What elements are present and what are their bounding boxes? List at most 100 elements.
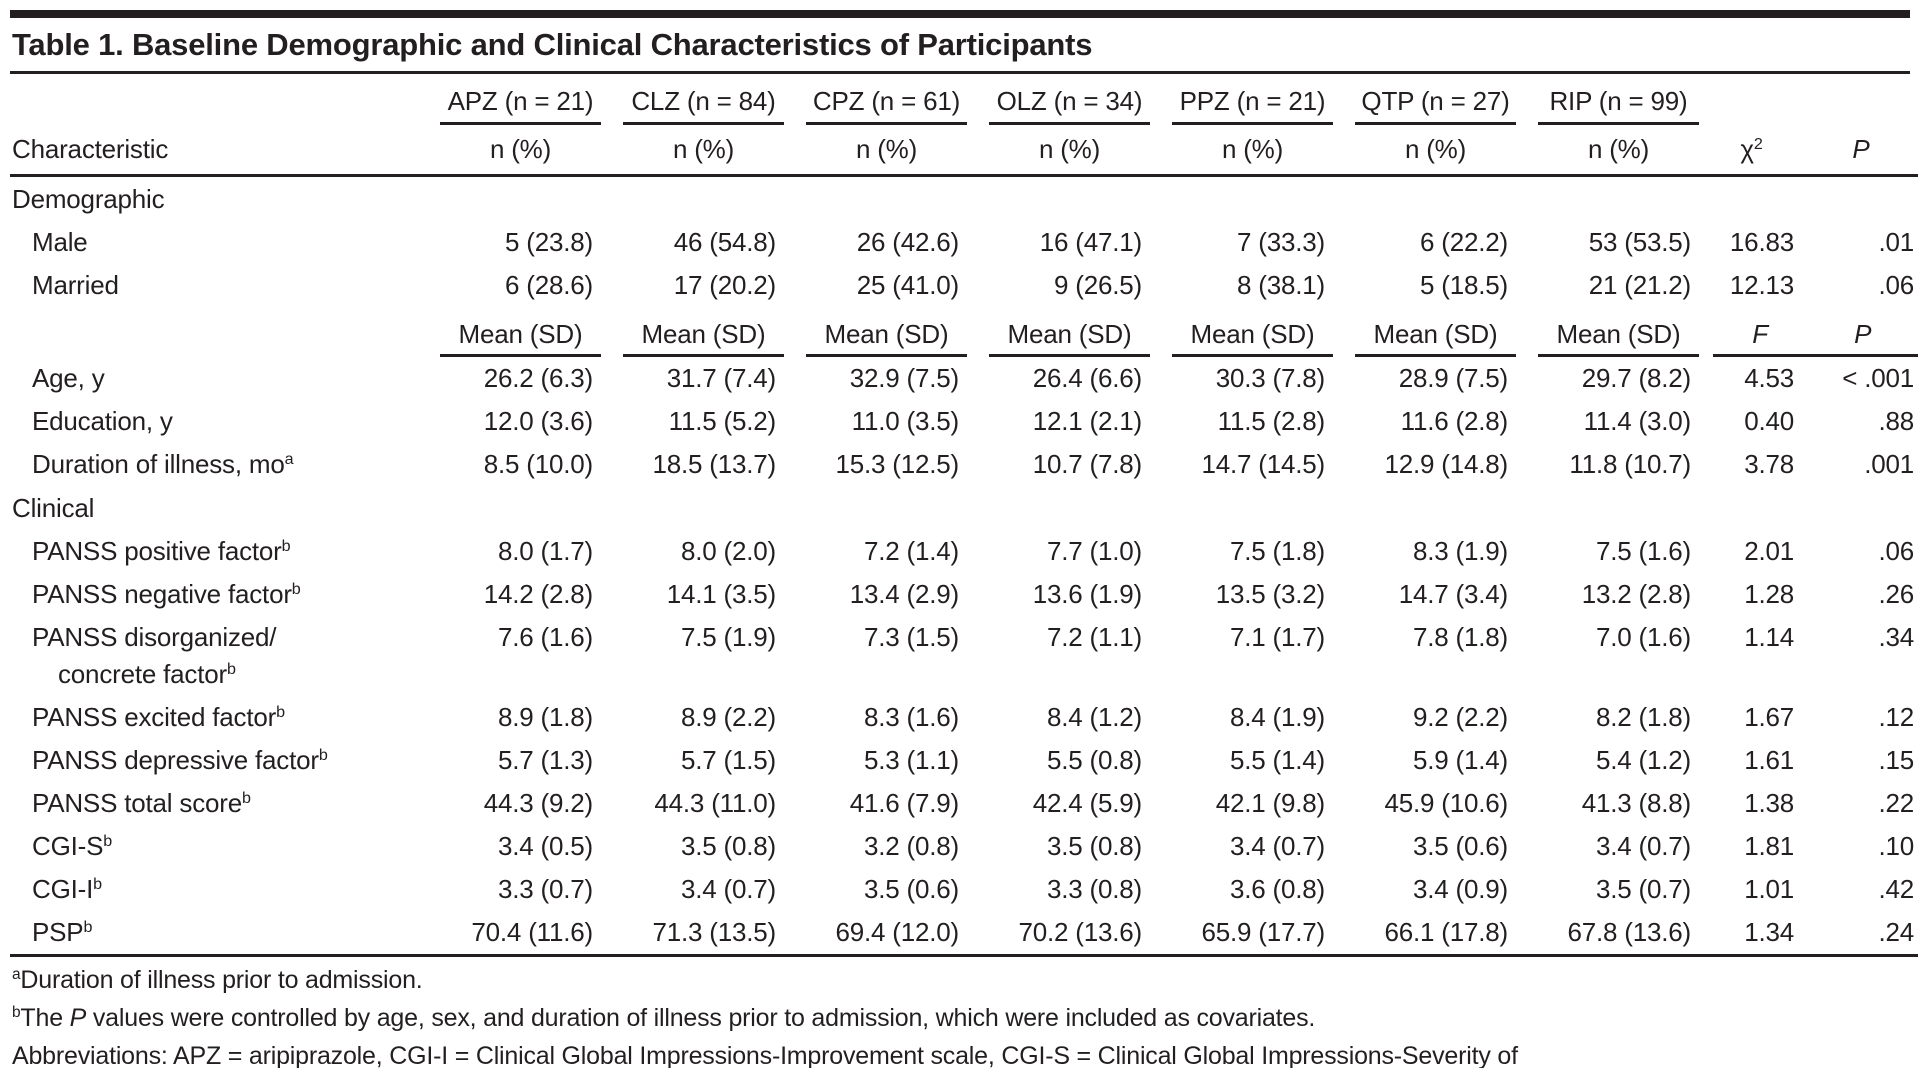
value-cell: 3.5 (0.8) [680, 831, 776, 861]
value-cell: 26 (42.6) [856, 227, 959, 257]
value-cell: 11.6 (2.8) [1400, 406, 1509, 436]
value-cell: 25 (41.0) [856, 270, 959, 300]
value-cell: 6 (22.2) [1419, 227, 1508, 257]
stat-cell: 2.01 [1744, 536, 1794, 566]
row-label: PANSS excited factorb [10, 696, 418, 739]
mean-sd-header-cell: Mean (SD) [1150, 307, 1333, 357]
mean-sd-label: Mean (SD) [623, 319, 784, 357]
p-value-cell: .06 [1878, 270, 1914, 300]
p-value-cell: .34 [1878, 622, 1914, 652]
value-cell: 8 (38.1) [1236, 270, 1325, 300]
value-cell: 3.4 (0.7) [680, 874, 776, 904]
section-row: Demographic [10, 177, 1918, 221]
footnote-marker: b [318, 746, 328, 765]
value-cell: 7.1 (1.7) [1229, 622, 1325, 652]
n-pct-header: n (%) [1221, 134, 1284, 164]
value-cell: 3.4 (0.9) [1412, 874, 1508, 904]
value-cell: 70.2 (13.6) [1018, 917, 1142, 947]
group-header-cpz: CPZ (n = 61) [784, 74, 967, 125]
table-row: Education, y 12.0 (3.6) 11.5 (5.2) 11.0 (3.… [10, 400, 1918, 443]
value-cell: 17 (20.2) [673, 270, 776, 300]
value-cell: 67.8 (13.6) [1567, 917, 1691, 947]
row-label: Duration of illness, moa [10, 443, 418, 486]
value-cell: 10.7 (7.8) [1032, 449, 1142, 479]
footnote-marker: b [103, 832, 112, 851]
p-header: P [1852, 134, 1870, 164]
value-cell: 13.5 (3.2) [1215, 579, 1325, 609]
table-row: PANSS positive factorb 8.0 (1.7) 8.0 (2.0)… [10, 530, 1918, 573]
value-cell: 3.5 (0.7) [1595, 874, 1691, 904]
value-cell: 3.4 (0.7) [1595, 831, 1691, 861]
n-pct-header: n (%) [489, 134, 552, 164]
row-label: CGI-Sb [10, 825, 418, 868]
section-label: Clinical [12, 493, 95, 523]
value-cell: 3.4 (0.7) [1229, 831, 1325, 861]
value-cell: 11.8 (10.7) [1569, 449, 1691, 479]
row-label-text: Education, y [32, 406, 173, 436]
characteristics-table: APZ (n = 21) CLZ (n = 84) CPZ (n = 61) O… [10, 74, 1918, 957]
table-row: PSPb 70.4 (11.6) 71.3 (13.5) 69.4 (12.0) 70.… [10, 911, 1918, 954]
row-label-text: PANSS disorganized/ [32, 622, 277, 652]
table-row: Age, y 26.2 (6.3) 31.7 (7.4) 32.9 (7.5) 26.4… [10, 357, 1918, 400]
value-cell: 71.3 (13.5) [652, 917, 776, 947]
value-cell: 8.5 (10.0) [483, 449, 593, 479]
p-value-cell: .06 [1878, 536, 1914, 566]
group-header-clz: CLZ (n = 84) [601, 74, 784, 125]
characteristic-header: Characteristic [12, 134, 169, 164]
pre-footnote-rule [10, 954, 1918, 957]
value-cell: 13.2 (2.8) [1581, 579, 1691, 609]
table-body: Demographic Male 5 (23.8) 46 (54.8) 26 (42.6… [10, 177, 1918, 954]
subheader-row: Mean (SD) Mean (SD) Mean (SD) Mean (SD) Mean… [10, 307, 1918, 357]
footnote-b: bThe P values were controlled by age, se… [12, 1001, 1910, 1039]
row-label: PSPb [10, 911, 418, 954]
value-cell: 15.3 (12.5) [835, 449, 959, 479]
group-header-apz: APZ (n = 21) [418, 74, 601, 125]
value-cell: 7.0 (1.6) [1595, 622, 1691, 652]
value-cell: 32.9 (7.5) [849, 363, 959, 393]
value-cell: 3.5 (0.8) [1046, 831, 1142, 861]
value-cell: 7.5 (1.9) [680, 622, 776, 652]
stat-cell: 1.61 [1744, 745, 1794, 775]
footnotes: aDuration of illness prior to admission.… [10, 957, 1910, 1068]
p-value-cell: .26 [1878, 579, 1914, 609]
mean-sd-label: Mean (SD) [1538, 319, 1699, 357]
table-row: CGI-Ib 3.3 (0.7) 3.4 (0.7) 3.5 (0.6) 3.3 (0.… [10, 868, 1918, 911]
stat-cell: 1.38 [1744, 788, 1794, 818]
mean-sd-label: Mean (SD) [806, 319, 967, 357]
footnote-marker: b [281, 537, 291, 556]
value-cell: 3.2 (0.8) [863, 831, 959, 861]
mean-sd-label: Mean (SD) [1172, 319, 1333, 357]
empty-stat-header [1699, 74, 1804, 125]
group-label: CPZ (n = 61) [806, 86, 967, 125]
value-cell: 8.4 (1.9) [1229, 702, 1325, 732]
value-cell: 8.2 (1.8) [1595, 702, 1691, 732]
p-value-cell: .24 [1878, 917, 1914, 947]
footnote-marker: b [93, 875, 102, 894]
footnote-marker: b [241, 789, 251, 808]
row-label-text: CGI-S [32, 831, 104, 861]
value-cell: 8.3 (1.9) [1412, 536, 1508, 566]
value-cell: 53 (53.5) [1588, 227, 1691, 257]
value-cell: 3.4 (0.5) [497, 831, 593, 861]
footnote-marker: b [83, 918, 93, 937]
table-row: PANSS depressive factorb 5.7 (1.3) 5.7 (1.… [10, 739, 1918, 782]
stat-cell: 1.67 [1744, 702, 1794, 732]
chi-superscript: 2 [1753, 135, 1763, 154]
group-label: QTP (n = 27) [1355, 86, 1516, 125]
p-value-cell: .42 [1878, 874, 1914, 904]
n-pct-header: n (%) [1587, 134, 1650, 164]
value-cell: 7.8 (1.8) [1412, 622, 1508, 652]
group-label: CLZ (n = 84) [623, 86, 784, 125]
value-cell: 14.7 (14.5) [1201, 449, 1325, 479]
group-header-qtp: QTP (n = 27) [1333, 74, 1516, 125]
value-cell: 41.6 (7.9) [849, 788, 959, 818]
p-header: P [1854, 319, 1872, 349]
table-row: PANSS negative factorb 14.2 (2.8) 14.1 (3.… [10, 573, 1918, 616]
footnote-b-marker: b [12, 1004, 21, 1022]
section-label: Demographic [12, 184, 165, 214]
value-cell: 28.9 (7.5) [1398, 363, 1508, 393]
value-cell: 18.5 (13.7) [652, 449, 776, 479]
value-cell: 7.5 (1.8) [1229, 536, 1325, 566]
table-row: PANSS disorganized/7.6 (1.6) 7.5 (1.9) 7.3… [10, 616, 1918, 659]
